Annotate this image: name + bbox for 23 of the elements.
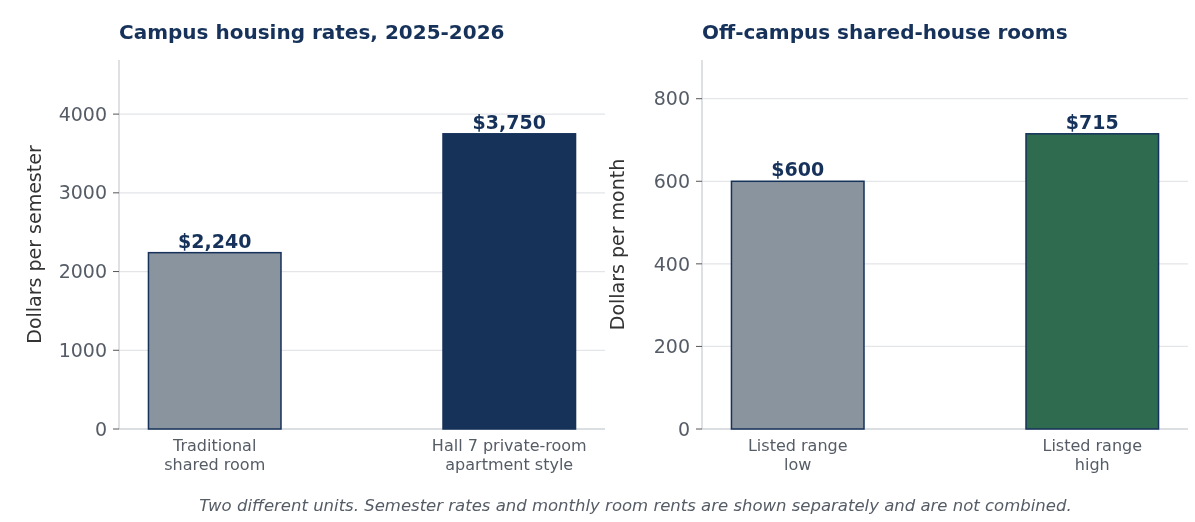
y-axis-title: Dollars per semester <box>23 145 45 344</box>
text: Two different units. Semester rates and monthly room rents are shown separately and are not combined. <box>199 496 1072 515</box>
data-label: $600 <box>771 158 825 181</box>
y-tick-label: 4000 <box>58 102 107 125</box>
y-tick-label: 2000 <box>58 260 107 283</box>
y-tick-label: 0 <box>677 417 690 440</box>
y-axis-title: Dollars per month <box>606 158 628 331</box>
chart-title: Campus housing rates, 2025-2026 <box>119 20 505 44</box>
y-tick-label: 1000 <box>58 338 107 361</box>
y-tick-label: 600 <box>653 169 690 192</box>
x-tick-label: Listed range low <box>747 436 848 474</box>
data-label: $3,750 <box>472 110 546 133</box>
chart-title: Off-campus shared-house rooms <box>702 20 1068 44</box>
x-tick-label: Traditional shared room <box>164 436 266 474</box>
data-label: $2,240 <box>178 229 252 252</box>
x-tick-label: Hall 7 private-room apartment style <box>431 436 587 474</box>
y-tick-label: 200 <box>653 335 690 358</box>
y-tick-label: 400 <box>653 252 690 275</box>
y-tick-label: 0 <box>94 417 107 440</box>
y-tick-label: 800 <box>653 87 690 110</box>
y-tick-label: 3000 <box>58 181 107 204</box>
x-tick-label: Listed range high <box>1042 436 1143 474</box>
data-label: $715 <box>1065 110 1119 133</box>
